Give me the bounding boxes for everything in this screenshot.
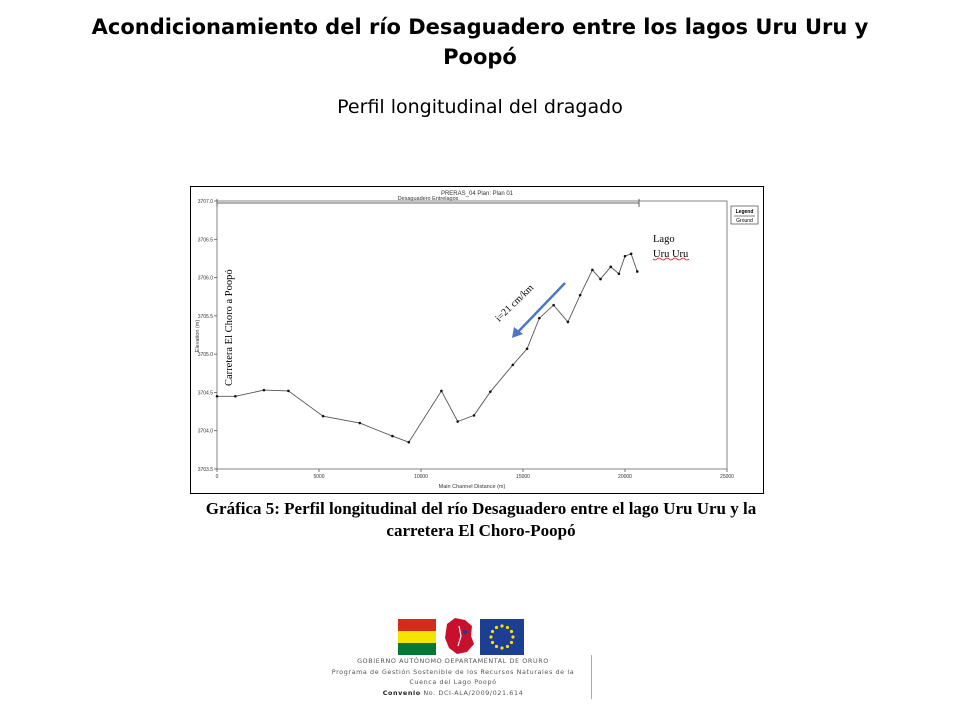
data-point [234, 394, 237, 398]
data-point [566, 320, 570, 324]
footer-text: GOBIERNO AUTÓNOMO DEPARTAMENTAL DE ORURO… [318, 656, 588, 698]
annotation-lake-1: Lago [653, 234, 675, 245]
data-point [511, 363, 515, 367]
oruro-seal-icon [445, 618, 474, 654]
data-point [391, 434, 394, 438]
legend-title: Legend [736, 209, 754, 215]
annotation-road: Carretera El Choro a Poopó [224, 269, 235, 386]
x-tick-label: 15000 [516, 474, 530, 480]
data-point [321, 414, 325, 418]
data-point [617, 272, 621, 276]
x-tick-label: 5000 [313, 474, 324, 480]
legend-entry-ground: Ground [736, 218, 753, 224]
x-tick-label: 10000 [414, 474, 428, 480]
footer-divider [591, 655, 592, 699]
slide-title: Acondicionamiento del río Desaguadero en… [91, 15, 869, 69]
data-point [635, 270, 639, 273]
eu-stars-icon [489, 624, 515, 650]
data-point [440, 389, 443, 393]
data-point [472, 414, 476, 417]
y-tick-label: 3706.5 [198, 237, 214, 243]
data-point [262, 388, 266, 392]
slope-arrow-head [512, 327, 523, 338]
data-point [552, 303, 555, 307]
reach-label: Desaguadero Entrelagos [398, 196, 459, 202]
data-point [599, 277, 602, 281]
footer-line-2: Programa de Gestión Sostenible de los Re… [331, 667, 575, 676]
chart-frame [190, 186, 764, 494]
annotation-lake-2: Uru Uru [653, 249, 689, 260]
data-point [525, 347, 529, 351]
y-tick-label: 3707.0 [198, 199, 214, 205]
chart-header: PRERAS_04 Plan: Plan 01 [441, 191, 514, 197]
data-point [609, 265, 613, 269]
y-tick-label: 3703.5 [198, 467, 214, 473]
y-tick-label: 3705.0 [198, 352, 214, 358]
data-point [629, 252, 633, 256]
y-tick-label: 3704.5 [198, 390, 214, 396]
series-points-ground [215, 252, 639, 444]
x-axis-label: Main Channel Distance (m) [439, 484, 506, 490]
data-point [456, 420, 460, 423]
footer-line-3: Cuenca del Lago Poopó [409, 678, 497, 686]
slide-subtitle: Perfil longitudinal del dragado [337, 96, 623, 118]
x-tick-label: 0 [216, 474, 219, 480]
figure-caption: Gráfica 5: Perfil longitudinal del río D… [205, 499, 757, 540]
footer-line-4: Convenio No. DCI-ALA/2009/021.614 [318, 688, 588, 699]
y-axis-label: Elevation (m) [195, 320, 201, 353]
x-tick-label: 25000 [720, 474, 734, 480]
plot-area [216, 200, 728, 470]
legend-box: Legend Ground [730, 205, 759, 225]
x-tick-label: 20000 [618, 474, 632, 480]
bolivia-flag-icon [398, 619, 436, 655]
data-point [287, 389, 290, 393]
data-point [489, 390, 492, 393]
y-tick-label: 3704.0 [198, 429, 214, 435]
footer-convenio-number: No. DCI-ALA/2009/021.614 [420, 688, 524, 697]
y-axis: 3703.5 3704.0 3704.5 3705.0 3705.5 3706.0 3706… [198, 199, 217, 473]
data-point [358, 421, 362, 425]
data-point [407, 440, 411, 444]
footer-line-1: GOBIERNO AUTÓNOMO DEPARTAMENTAL DE ORURO [357, 657, 549, 665]
spellcheck-underline [652, 257, 690, 261]
data-point [591, 268, 594, 272]
y-tick-label: 3706.0 [198, 276, 214, 282]
profile-chart: PRERAS_04 Plan: Plan 01 Desaguadero Entr… [190, 186, 764, 494]
y-tick-label: 3705.5 [198, 314, 214, 320]
data-point [215, 394, 219, 398]
slope-arrow [515, 282, 566, 335]
x-axis: 0 5000 10000 15000 20000 25000 [216, 469, 734, 480]
data-point [578, 293, 582, 297]
eu-flag-icon [480, 619, 524, 655]
data-point [538, 316, 541, 320]
data-point [623, 254, 627, 258]
footer-convenio: Convenio [382, 688, 421, 697]
